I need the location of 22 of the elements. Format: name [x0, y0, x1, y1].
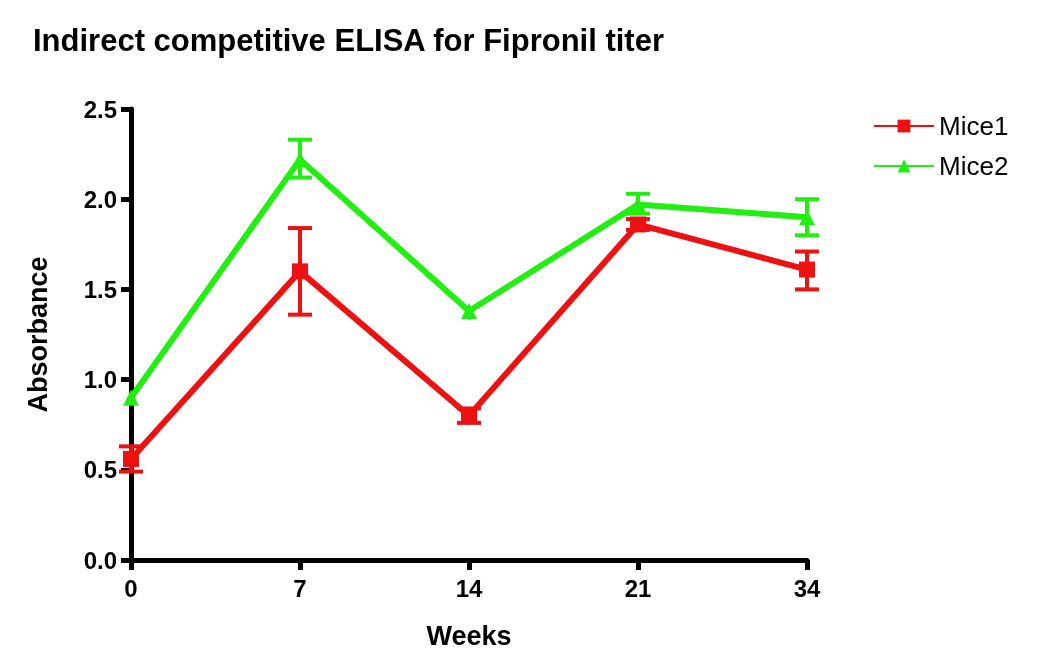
point — [799, 261, 815, 278]
point — [461, 303, 477, 320]
x-tick-label: 7 — [293, 574, 307, 602]
point — [292, 263, 308, 280]
point — [123, 450, 139, 467]
y-tick-label: 2.5 — [83, 95, 117, 123]
legend-label: Mice2 — [939, 151, 1009, 181]
y-tick-label: 0.5 — [83, 456, 117, 484]
x-tick-label: 14 — [455, 574, 483, 602]
point — [123, 389, 139, 406]
x-axis-title: Weeks — [426, 620, 512, 651]
chart-title: Indirect competitive ELISA for Fipronil titer — [33, 23, 664, 58]
y-tick-label: 1.0 — [83, 366, 117, 394]
x-tick-label: 34 — [793, 574, 821, 602]
y-tick-label: 1.5 — [83, 275, 117, 303]
y-axis-title: Absorbance — [22, 256, 53, 413]
x-tick-label: 21 — [624, 574, 652, 602]
y-tick-label: 0.0 — [83, 546, 117, 574]
x-tick-label: 0 — [124, 574, 138, 602]
y-tick-label: 2.0 — [83, 185, 117, 213]
legend-label: Mice1 — [939, 111, 1009, 141]
point — [630, 216, 646, 233]
